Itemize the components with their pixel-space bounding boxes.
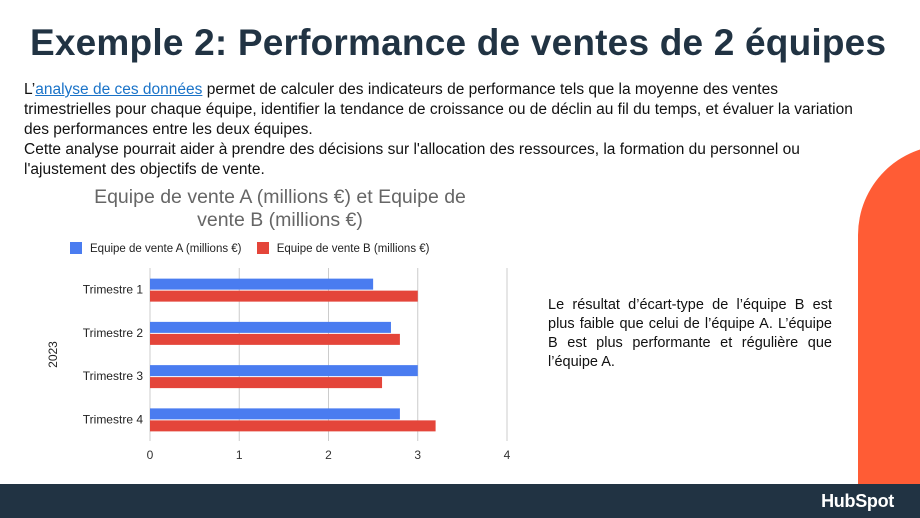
- intro-paragraph-2: Cette analyse pourrait aider à prendre d…: [24, 141, 800, 178]
- intro-text: L’analyse de ces données permet de calcu…: [24, 80, 854, 180]
- x-tick-label: 1: [236, 448, 243, 462]
- bar-team-a: [150, 408, 400, 420]
- y-tick-label: Trimestre 1: [83, 283, 144, 297]
- slide-title: Exemple 2: Performance de ventes de 2 éq…: [30, 22, 887, 63]
- x-tick-label: 4: [504, 448, 511, 462]
- legend-label-a: Equipe de vente A (millions €): [90, 243, 242, 255]
- bar-team-a: [150, 365, 418, 377]
- legend-label-b: Equipe de vente B (millions €): [276, 243, 430, 255]
- hubspot-logo: HubSpot: [821, 491, 894, 511]
- bar-chart: 0 1 2 3 4 Trimestre 1 Trimestre 2 Trimestre 3 Tr…: [40, 186, 520, 476]
- legend-item-a[interactable]: Equipe de vente A (millions €): [70, 242, 242, 255]
- chart-title-line-1: Equipe de vente A (millions €) et Equipe…: [94, 186, 466, 208]
- x-tick-label: 0: [147, 448, 154, 462]
- intro-rest: permet de calculer des indicateurs de pe…: [24, 81, 853, 138]
- chart-title: Equipe de vente A (millions €) et Equipe…: [40, 186, 520, 232]
- analysis-link[interactable]: analyse de ces données: [35, 81, 203, 98]
- y-tick-label: Trimestre 2: [83, 326, 144, 340]
- conclusion-note: Le résultat d’écart-type de l’équipe B e…: [548, 297, 832, 370]
- y-tick-label: Trimestre 3: [83, 369, 144, 383]
- legend-swatch-b: [256, 242, 269, 254]
- bar-team-b: [150, 377, 383, 389]
- bar-team-a: [150, 278, 374, 290]
- chart-plot: 0 1 2 3 4 Trimestre 1 Trimestre 2 Trimestre 3 Tr…: [46, 268, 511, 462]
- footer-bar: HubSpot: [0, 484, 920, 518]
- intro-prefix: L’: [24, 81, 36, 98]
- bar-team-a: [150, 321, 391, 333]
- orange-arc-shape: [858, 145, 920, 484]
- chart-title-line-2: vente B (millions €): [197, 209, 363, 231]
- x-tick-label: 3: [414, 448, 421, 462]
- y-tick-label: Trimestre 4: [83, 412, 144, 426]
- legend-item-b[interactable]: Equipe de vente B (millions €): [256, 242, 430, 255]
- x-tick-label: 2: [325, 448, 332, 462]
- legend-swatch-a: [70, 242, 82, 254]
- bar-team-b: [150, 333, 400, 345]
- intro-paragraph-1: L’analyse de ces données permet de calcu…: [24, 80, 854, 140]
- chart-legend: Equipe de vente A (millions €) Equipe de…: [70, 242, 442, 255]
- bar-team-b: [150, 290, 418, 302]
- y-axis-label: 2023: [46, 341, 60, 368]
- bar-team-b: [150, 420, 436, 432]
